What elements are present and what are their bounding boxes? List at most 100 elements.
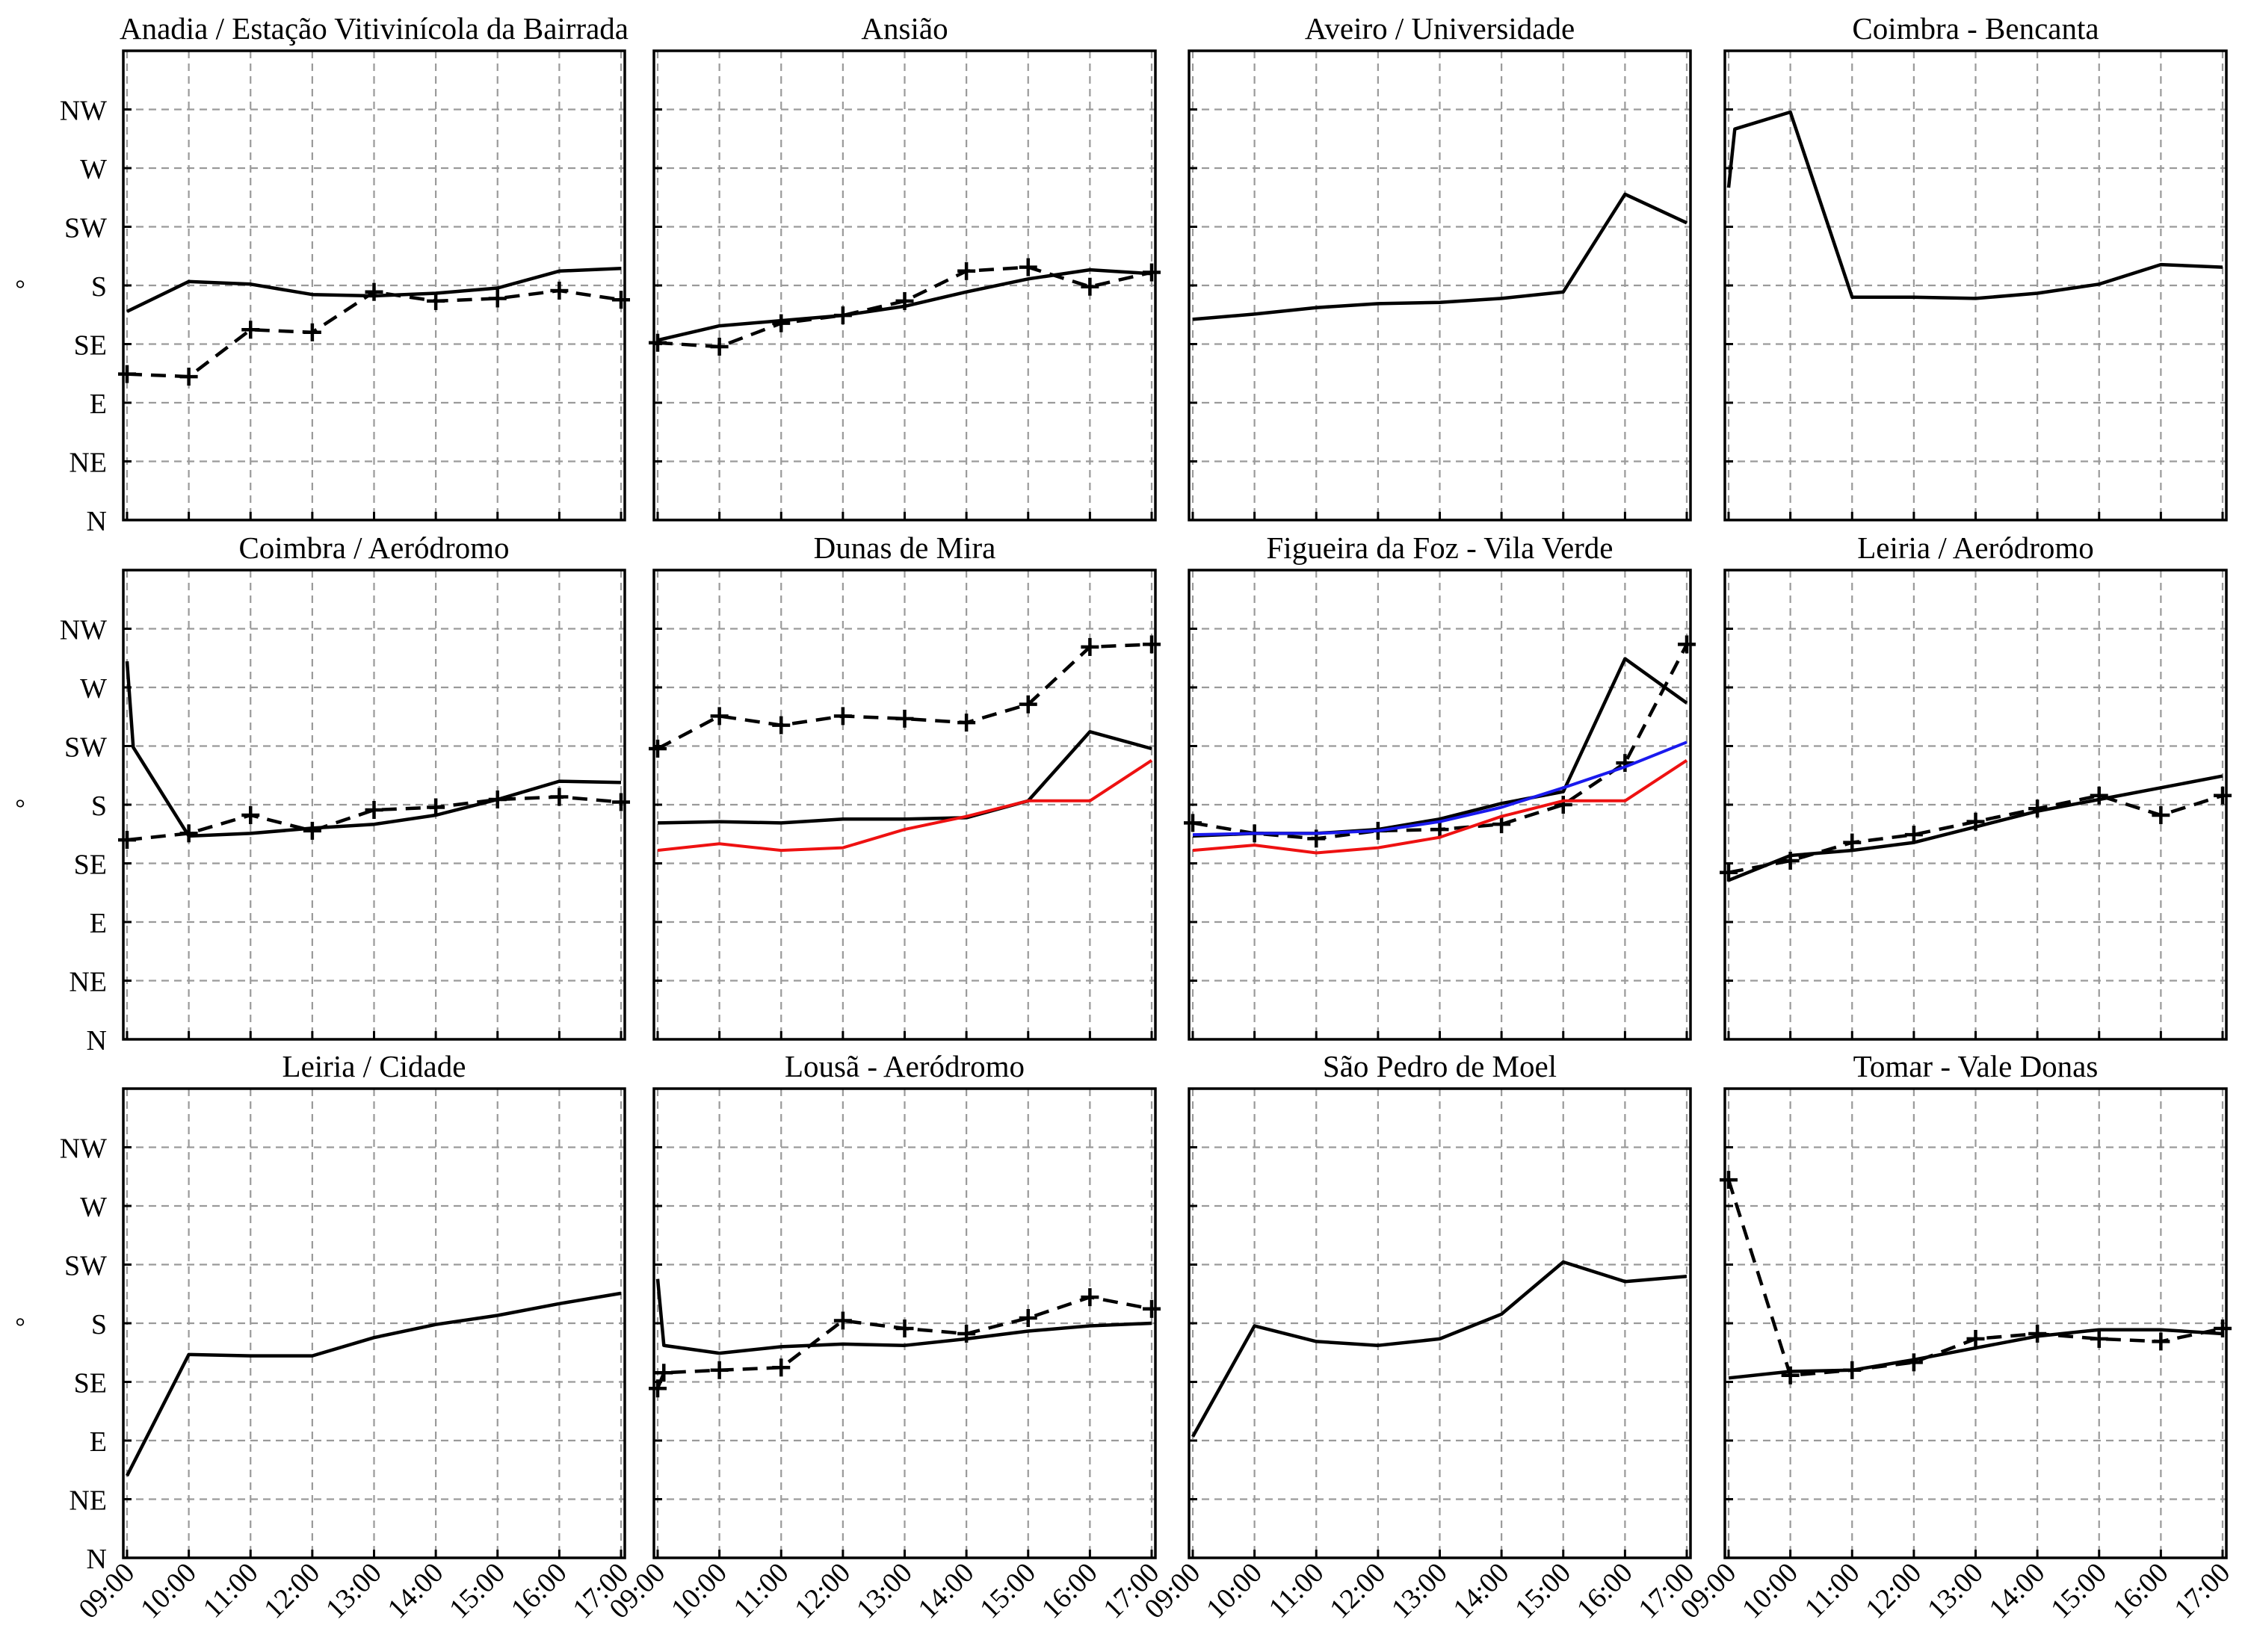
panel-title: Anadia / Estação Vitivinícola da Bairrad… bbox=[120, 11, 629, 46]
x-tick-label: 14:00 bbox=[382, 1557, 450, 1625]
series-point-plus bbox=[1184, 814, 1202, 832]
series-line-dashed bbox=[1728, 793, 2223, 874]
series-point-plus bbox=[1081, 637, 1099, 656]
series-point-plus bbox=[118, 365, 136, 383]
series-point-plus bbox=[649, 333, 667, 352]
y-tick-label: N bbox=[87, 1025, 107, 1057]
panel-4: Coimbra / Aeródromo N NE E SE S SW W NW ° bbox=[15, 530, 630, 1057]
series-point-plus bbox=[427, 291, 445, 310]
y-tick-label: NE bbox=[69, 967, 107, 998]
series-point-plus bbox=[612, 793, 630, 811]
series-line-solid bbox=[657, 730, 1152, 825]
y-tick-label: N bbox=[87, 1544, 107, 1575]
x-tick-label: 13:00 bbox=[1386, 1557, 1454, 1625]
series-line-solid bbox=[125, 661, 622, 838]
series-line-solid bbox=[1726, 110, 2223, 300]
x-tick-label: 16:00 bbox=[1571, 1557, 1639, 1625]
x-tick-label: 13:00 bbox=[1921, 1557, 1989, 1625]
y-tick-label: E bbox=[90, 1426, 107, 1458]
series-point-plus bbox=[1081, 1288, 1099, 1307]
x-tick-label: 12:00 bbox=[258, 1557, 326, 1625]
series-point-plus bbox=[655, 1364, 673, 1382]
y-tick-label: S bbox=[91, 791, 107, 822]
x-tick-label: 12:00 bbox=[788, 1557, 856, 1625]
panel-title: Ansião bbox=[861, 11, 948, 46]
y-tick-label: SE bbox=[74, 850, 107, 881]
series-point-plus bbox=[1019, 258, 1037, 276]
series-point-plus bbox=[1904, 826, 1923, 844]
series-point-plus bbox=[1678, 635, 1696, 654]
x-tick-label: 11:00 bbox=[197, 1557, 265, 1624]
y-tick-label: NW bbox=[60, 96, 107, 127]
y-tick-label: SW bbox=[64, 213, 107, 244]
y-axis-label: ° bbox=[15, 276, 25, 303]
panel-title: Lousã - Aeródromo bbox=[785, 1049, 1025, 1083]
y-tick-label: W bbox=[80, 673, 107, 705]
panel-11: Tomar - Vale Donas09:0010:0011:0012:0013… bbox=[1674, 1049, 2236, 1625]
x-tick-label: 14:00 bbox=[1983, 1557, 2051, 1625]
y-tick-label: S bbox=[91, 1309, 107, 1340]
series-point-plus bbox=[895, 291, 914, 310]
x-tick-label: 14:00 bbox=[913, 1557, 981, 1625]
panel-title: São Pedro de Moel bbox=[1323, 1049, 1557, 1083]
x-tick-label: 16:00 bbox=[505, 1557, 573, 1625]
series-line-red bbox=[1192, 759, 1688, 855]
panel-title: Leiria / Aeródromo bbox=[1857, 530, 2094, 565]
series-line-blue bbox=[1192, 740, 1688, 837]
series-point-plus bbox=[710, 707, 729, 726]
series-point-plus bbox=[772, 314, 791, 332]
series-point-plus bbox=[1492, 815, 1511, 834]
y-tick-label: S bbox=[91, 271, 107, 303]
series-point-plus bbox=[550, 788, 569, 806]
series-point-plus bbox=[957, 262, 976, 280]
x-tick-label: 15:00 bbox=[2045, 1557, 2113, 1625]
series-point-plus bbox=[1019, 1309, 1037, 1328]
series-point-plus bbox=[1081, 277, 1099, 296]
series-point-plus bbox=[895, 1319, 914, 1337]
panel-5: Dunas de Mira bbox=[649, 530, 1161, 1041]
series-point-plus bbox=[241, 321, 260, 339]
series-line-red bbox=[657, 759, 1153, 853]
series-point-plus bbox=[1904, 1353, 1923, 1372]
series-point-plus bbox=[1720, 1171, 1738, 1189]
x-tick-label: 13:00 bbox=[320, 1557, 388, 1625]
x-tick-label: 14:00 bbox=[1448, 1557, 1516, 1625]
x-tick-label: 10:00 bbox=[135, 1557, 203, 1625]
panel-title: Coimbra - Bencanta bbox=[1852, 11, 2099, 46]
series-line-dashed bbox=[656, 643, 1152, 750]
series-point-plus bbox=[710, 337, 729, 356]
series-point-plus bbox=[1781, 852, 1800, 870]
x-tick-label: 10:00 bbox=[1200, 1557, 1268, 1625]
y-tick-label: W bbox=[80, 1192, 107, 1223]
x-tick-label: 16:00 bbox=[1036, 1557, 1104, 1625]
y-axis-label: ° bbox=[15, 1314, 25, 1341]
series-point-plus bbox=[303, 323, 321, 341]
panel-3: Coimbra - Bencanta bbox=[1723, 11, 2228, 522]
x-tick-label: 15:00 bbox=[443, 1557, 511, 1625]
series-line-solid bbox=[1728, 1328, 2223, 1380]
panel-0: Anadia / Estação Vitivinícola da Bairrad… bbox=[15, 11, 630, 537]
y-tick-label: NE bbox=[69, 448, 107, 479]
series-point-plus bbox=[1019, 695, 1037, 714]
series-point-plus bbox=[772, 716, 791, 734]
y-tick-label: SE bbox=[74, 330, 107, 362]
y-axis-label: ° bbox=[15, 795, 25, 823]
series-point-plus bbox=[833, 1311, 852, 1330]
series-line-solid bbox=[1191, 1260, 1688, 1438]
series-point-plus bbox=[1843, 833, 1862, 852]
x-tick-label: 12:00 bbox=[1859, 1557, 1927, 1625]
panel-10: São Pedro de Moel09:0010:0011:0012:0013:… bbox=[1138, 1049, 1700, 1625]
series-point-plus bbox=[895, 709, 914, 728]
x-tick-label: 12:00 bbox=[1324, 1557, 1392, 1625]
y-tick-label: SW bbox=[64, 1251, 107, 1282]
panel-title: Figueira da Foz - Vila Verde bbox=[1267, 530, 1614, 565]
series-point-plus bbox=[1720, 863, 1738, 882]
y-tick-label: NW bbox=[60, 1133, 107, 1165]
series-point-plus bbox=[710, 1361, 729, 1379]
x-tick-label: 11:00 bbox=[1263, 1557, 1330, 1624]
x-tick-label: 17:00 bbox=[2168, 1557, 2236, 1625]
series-point-plus bbox=[2028, 1324, 2047, 1343]
series-point-plus bbox=[833, 707, 852, 726]
series-point-plus bbox=[2214, 1319, 2232, 1337]
series-point-plus bbox=[488, 289, 507, 308]
